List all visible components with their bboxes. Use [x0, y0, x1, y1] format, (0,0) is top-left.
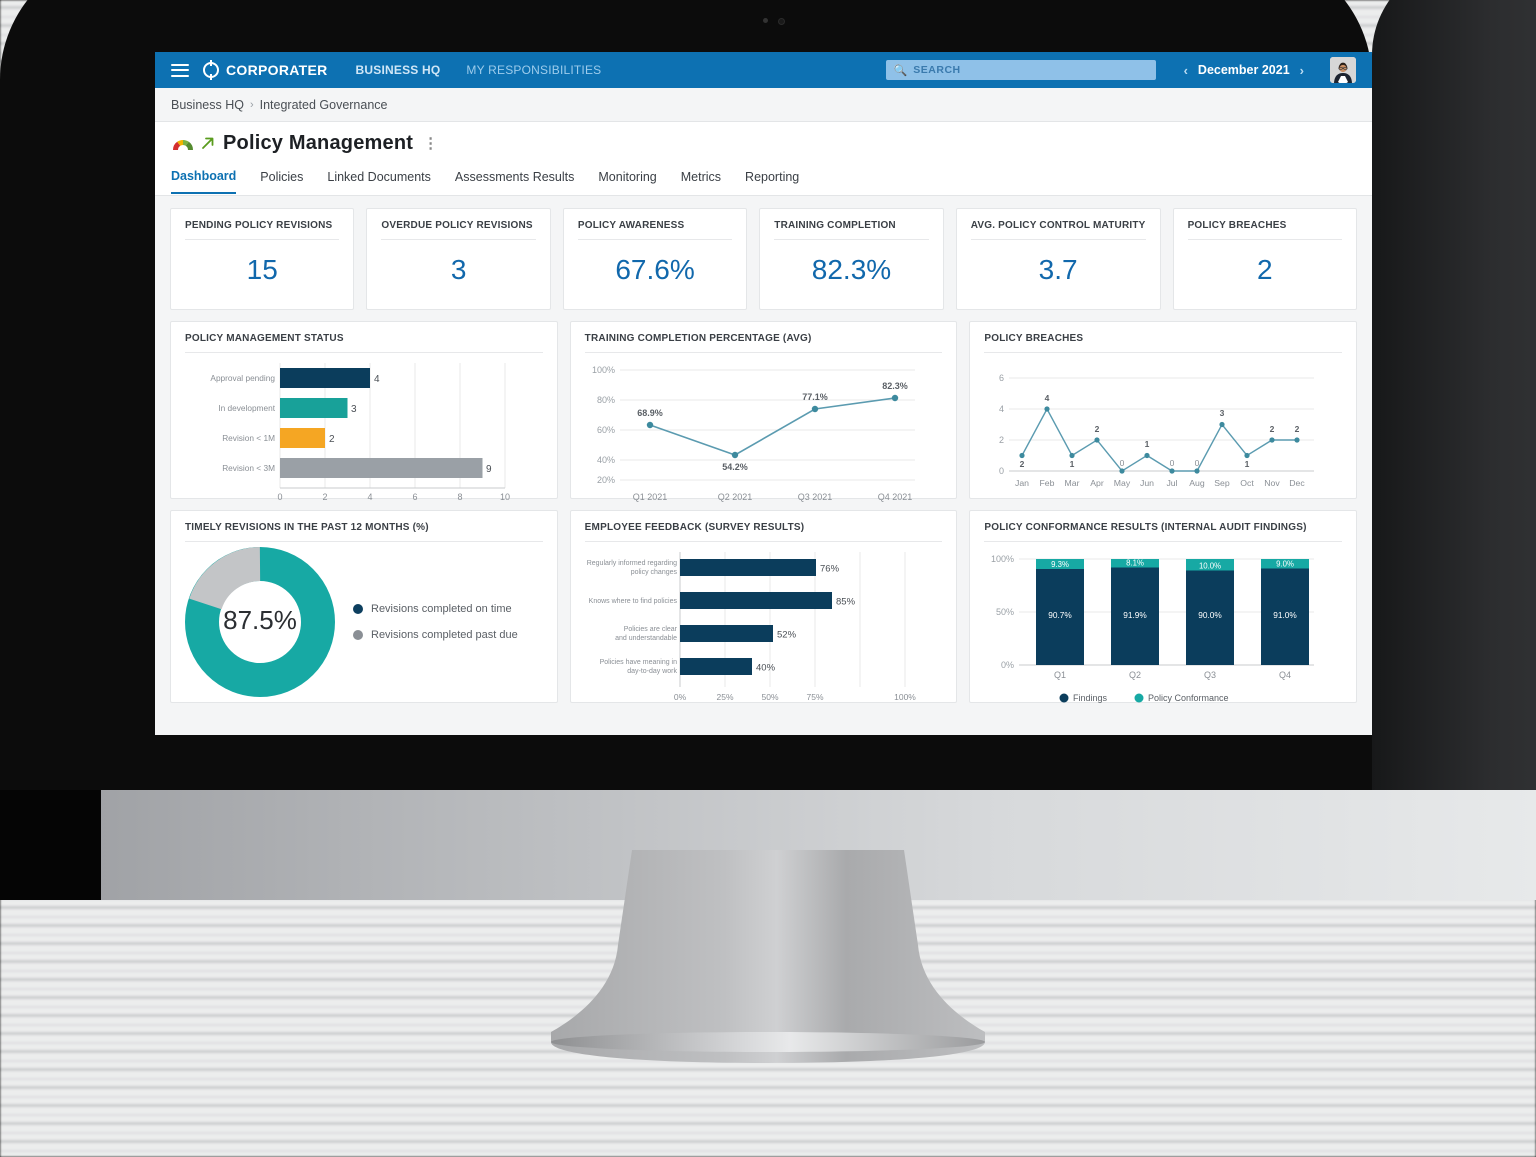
svg-text:Nov: Nov	[1265, 478, 1281, 488]
svg-text:In development: In development	[218, 403, 275, 413]
svg-text:8: 8	[457, 492, 462, 502]
svg-text:0: 0	[1195, 458, 1200, 468]
svg-text:policy changes: policy changes	[630, 569, 677, 576]
svg-text:Apr: Apr	[1091, 478, 1105, 488]
svg-text:Oct: Oct	[1241, 478, 1255, 488]
svg-text:100%: 100%	[592, 365, 615, 375]
svg-text:4: 4	[1045, 393, 1050, 403]
svg-text:76%: 76%	[820, 564, 840, 575]
svg-text:Findings: Findings	[1073, 693, 1108, 703]
svg-text:9.0%: 9.0%	[1276, 560, 1294, 569]
svg-text:2: 2	[329, 434, 335, 445]
svg-text:91.9%: 91.9%	[1124, 610, 1148, 620]
svg-text:87.5%: 87.5%	[223, 605, 297, 635]
svg-text:Feb: Feb	[1040, 478, 1055, 488]
svg-text:82.3%: 82.3%	[882, 381, 908, 391]
svg-text:77.1%: 77.1%	[802, 392, 828, 402]
svg-text:52%: 52%	[777, 630, 797, 641]
svg-text:Q4: Q4	[1279, 670, 1291, 680]
svg-text:100%: 100%	[991, 554, 1014, 564]
svg-text:75%: 75%	[806, 692, 823, 702]
svg-text:0%: 0%	[1001, 660, 1014, 670]
svg-text:2: 2	[1295, 424, 1300, 434]
svg-text:50%: 50%	[761, 692, 778, 702]
svg-text:Revision < 1M: Revision < 1M	[222, 433, 275, 443]
svg-text:90.7%: 90.7%	[1049, 610, 1073, 620]
svg-text:1: 1	[1245, 459, 1250, 469]
svg-text:2: 2	[999, 435, 1004, 445]
svg-text:54.2%: 54.2%	[722, 462, 748, 472]
svg-text:40%: 40%	[756, 663, 776, 674]
svg-text:Approval pending: Approval pending	[210, 373, 275, 383]
svg-text:Q3: Q3	[1204, 670, 1216, 680]
svg-text:6: 6	[999, 373, 1004, 383]
svg-text:85%: 85%	[836, 597, 856, 608]
svg-text:2: 2	[1270, 424, 1275, 434]
svg-text:3: 3	[351, 404, 357, 415]
svg-text:9: 9	[486, 464, 492, 475]
svg-text:Policies have meaning in: Policies have meaning in	[599, 659, 677, 666]
svg-text:8.1%: 8.1%	[1126, 559, 1144, 568]
svg-text:Q4 2021: Q4 2021	[877, 492, 912, 502]
svg-text:10: 10	[500, 492, 510, 502]
svg-text:90.0%: 90.0%	[1199, 610, 1223, 620]
svg-text:0: 0	[1170, 458, 1175, 468]
svg-text:day-to-day work: day-to-day work	[627, 668, 677, 675]
svg-text:1: 1	[1070, 459, 1075, 469]
svg-text:Q1 2021: Q1 2021	[632, 492, 667, 502]
svg-text:Q2: Q2	[1129, 670, 1141, 680]
svg-text:May: May	[1114, 478, 1131, 488]
svg-text:0: 0	[1120, 458, 1125, 468]
svg-text:60%: 60%	[597, 425, 615, 435]
svg-text:50%: 50%	[996, 607, 1014, 617]
svg-text:10.0%: 10.0%	[1199, 562, 1221, 571]
svg-text:Jan: Jan	[1015, 478, 1029, 488]
svg-text:2: 2	[1020, 459, 1025, 469]
svg-text:91.0%: 91.0%	[1274, 610, 1298, 620]
svg-text:Q1: Q1	[1054, 670, 1066, 680]
svg-text:9.3%: 9.3%	[1051, 560, 1069, 569]
svg-text:3: 3	[1220, 408, 1225, 418]
svg-text:Policy Conformance: Policy Conformance	[1148, 693, 1229, 703]
svg-text:40%: 40%	[597, 455, 615, 465]
svg-text:Aug: Aug	[1190, 478, 1206, 488]
svg-text:4: 4	[367, 492, 372, 502]
svg-text:68.9%: 68.9%	[637, 408, 663, 418]
svg-text:Jul: Jul	[1167, 478, 1178, 488]
svg-text:4: 4	[374, 374, 380, 385]
svg-text:20%: 20%	[597, 475, 615, 485]
svg-text:Mar: Mar	[1065, 478, 1080, 488]
svg-text:Dec: Dec	[1290, 478, 1306, 488]
svg-text:1: 1	[1145, 439, 1150, 449]
svg-text:Q3 2021: Q3 2021	[797, 492, 832, 502]
svg-text:2: 2	[322, 492, 327, 502]
svg-text:25%: 25%	[716, 692, 733, 702]
svg-text:4: 4	[999, 404, 1004, 414]
svg-text:Sep: Sep	[1215, 478, 1231, 488]
svg-text:Policies are clear: Policies are clear	[623, 626, 677, 633]
svg-text:0: 0	[277, 492, 282, 502]
svg-text:100%: 100%	[894, 692, 916, 702]
svg-text:Knows where to find policies: Knows where to find policies	[588, 598, 677, 605]
svg-text:Regularly informed regarding: Regularly informed regarding	[586, 560, 676, 567]
svg-text:0: 0	[999, 466, 1004, 476]
svg-text:6: 6	[412, 492, 417, 502]
svg-text:Q2 2021: Q2 2021	[717, 492, 752, 502]
svg-text:Jun: Jun	[1140, 478, 1154, 488]
svg-text:0%: 0%	[674, 692, 687, 702]
svg-text:and understandable: and understandable	[615, 635, 677, 642]
svg-text:2: 2	[1095, 424, 1100, 434]
svg-text:80%: 80%	[597, 395, 615, 405]
svg-text:Revision < 3M: Revision < 3M	[222, 463, 275, 473]
